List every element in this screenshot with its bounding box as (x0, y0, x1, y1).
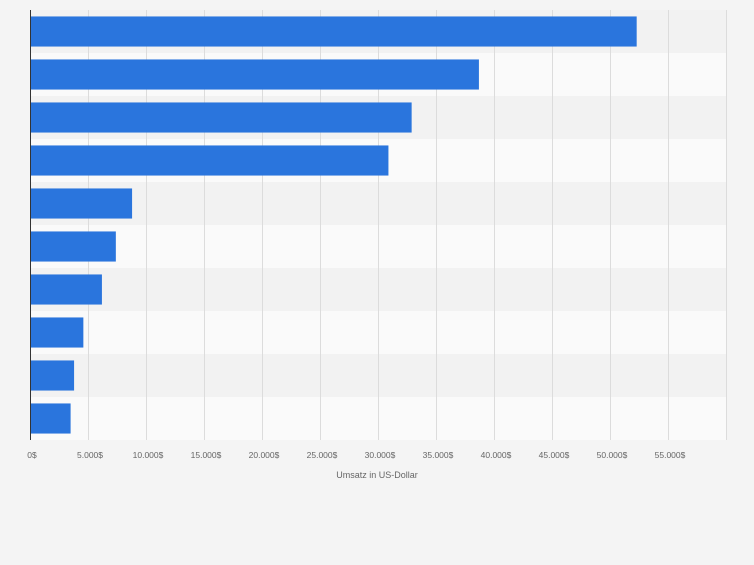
bar[interactable] (31, 360, 75, 391)
bar[interactable] (31, 231, 116, 262)
x-axis-ticks: 0$ 5.000$ 10.000$ 15.000$ 20.000$ 25.000$ 30.0… (27, 450, 685, 460)
x-tick-label: 20.000$ (249, 450, 280, 460)
bar[interactable] (31, 188, 133, 219)
x-tick-label: 30.000$ (365, 450, 396, 460)
bar[interactable] (31, 59, 479, 90)
bar[interactable] (31, 16, 637, 47)
bars (31, 16, 637, 434)
bar[interactable] (31, 102, 412, 133)
x-tick-label: 45.000$ (539, 450, 570, 460)
bar[interactable] (31, 145, 389, 176)
x-tick-label: 50.000$ (597, 450, 628, 460)
bar[interactable] (31, 317, 84, 348)
x-tick-label: 5.000$ (77, 450, 103, 460)
x-tick-label: 25.000$ (307, 450, 338, 460)
bar[interactable] (31, 274, 102, 305)
bar[interactable] (31, 403, 71, 434)
x-tick-label: 10.000$ (133, 450, 164, 460)
x-axis-title: Umsatz in US-Dollar (336, 470, 418, 480)
x-tick-label: 55.000$ (655, 450, 686, 460)
x-tick-label: 0$ (27, 450, 37, 460)
x-tick-label: 40.000$ (481, 450, 512, 460)
x-tick-label: 15.000$ (191, 450, 222, 460)
x-tick-label: 35.000$ (423, 450, 454, 460)
